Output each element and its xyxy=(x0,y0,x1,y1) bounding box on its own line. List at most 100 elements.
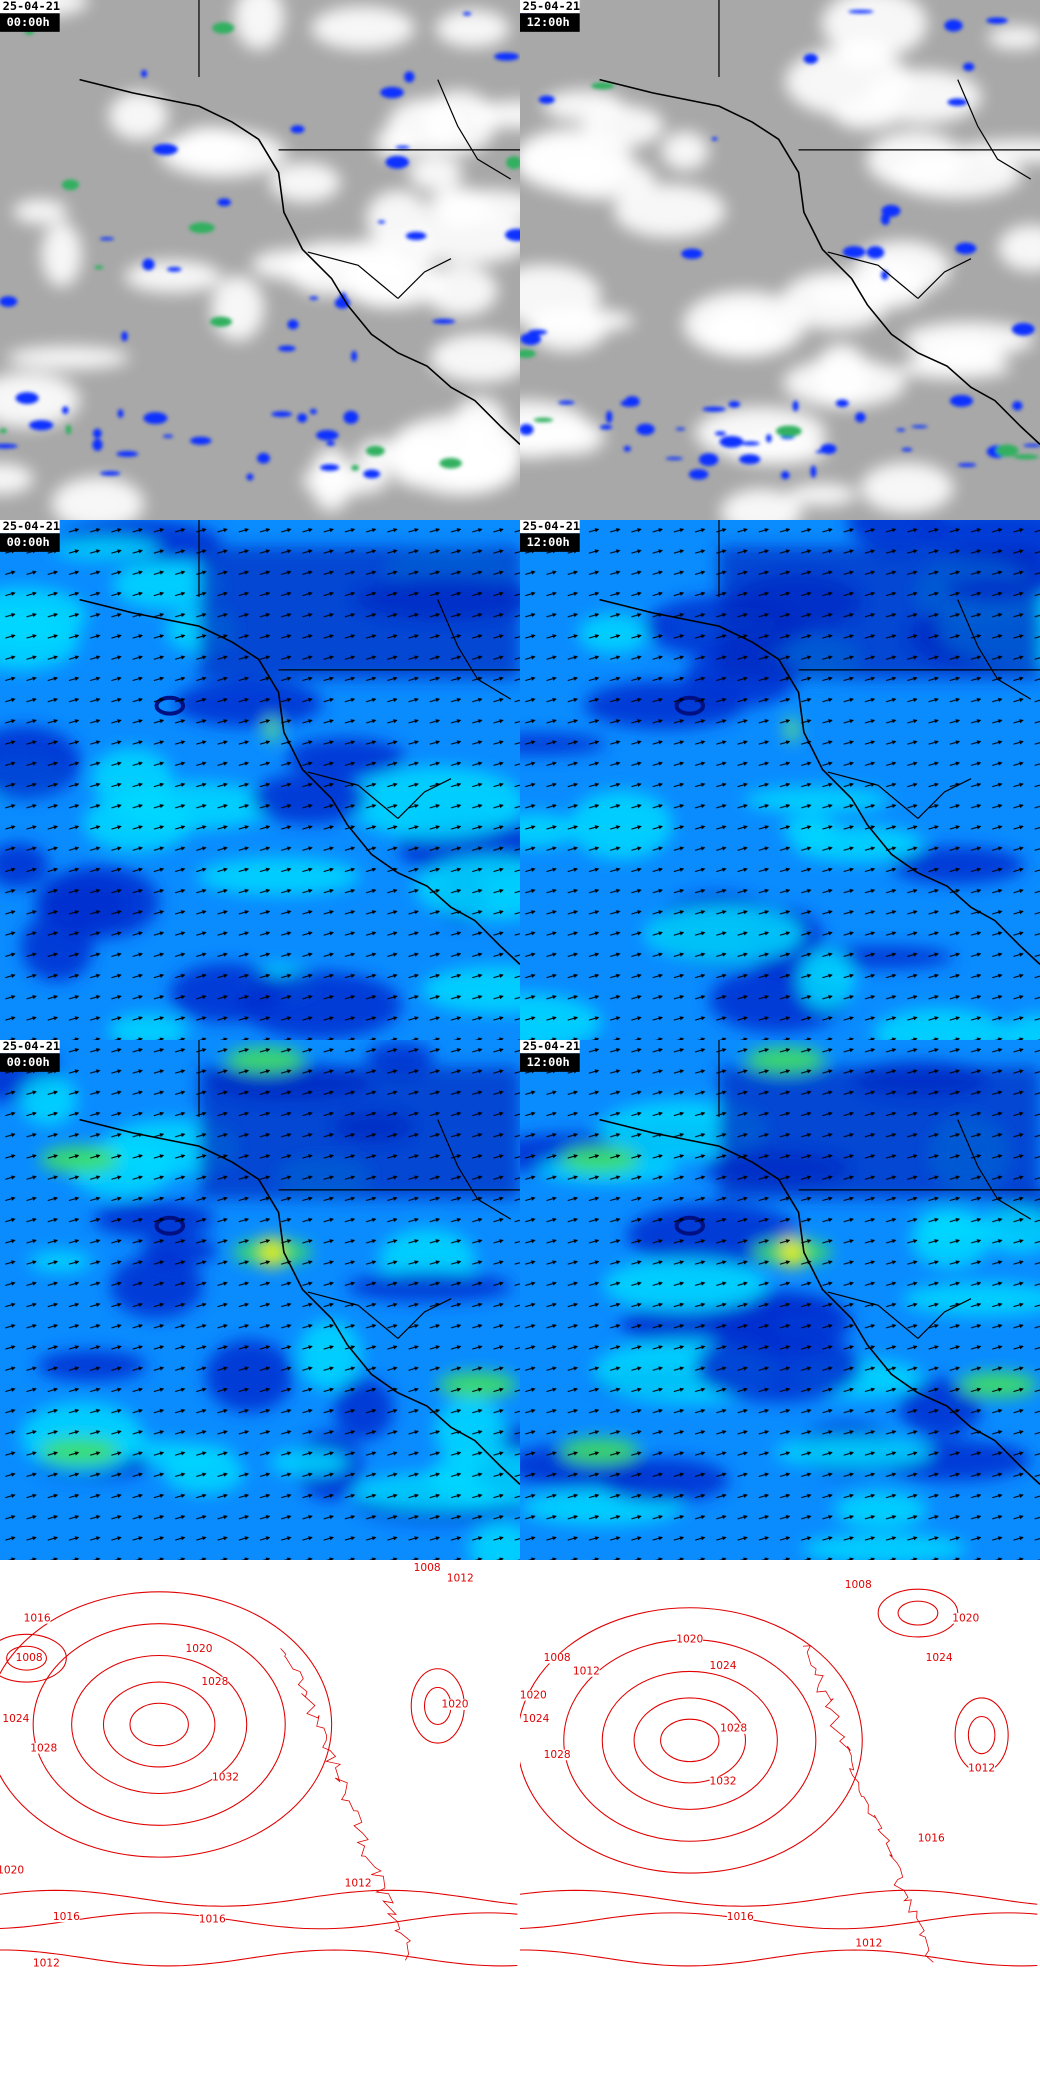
clouds xyxy=(520,0,1040,521)
map-panel: 25-04-21 12:00h xyxy=(520,0,1040,521)
isobar-label-bg xyxy=(15,1652,43,1664)
cloud xyxy=(897,357,1012,379)
panel-content: 1008 1020 1020 1008 1024 1012 1024 1020 1028 1024… xyxy=(520,1560,1040,2080)
cloud xyxy=(814,343,869,408)
cloud xyxy=(311,6,415,50)
border xyxy=(957,79,1032,180)
isobar xyxy=(601,1670,778,1810)
time-box xyxy=(520,13,580,32)
wind-arrows xyxy=(520,520,1040,1040)
coastline xyxy=(599,1118,1040,1485)
border xyxy=(397,258,452,299)
isobar-label: 1008 xyxy=(845,1578,872,1591)
coastline xyxy=(79,598,521,965)
precip-cell xyxy=(1012,401,1023,411)
clouds xyxy=(0,0,521,521)
border xyxy=(437,79,512,180)
panel-content xyxy=(0,1040,521,1561)
cloud xyxy=(211,275,264,341)
time-box xyxy=(0,13,60,32)
isobar-label-bg xyxy=(855,1938,883,1949)
precip-cell xyxy=(188,222,215,234)
precip-cell xyxy=(1013,454,1039,460)
precip-cell xyxy=(432,319,456,324)
precip-cell xyxy=(278,345,296,352)
precip-cell xyxy=(520,349,536,359)
precip-cell xyxy=(881,270,889,281)
timestamp: 25-04-21 00:00h xyxy=(0,1040,60,1072)
precip-cell xyxy=(351,464,359,471)
precip-cell xyxy=(343,410,359,424)
precip-cell xyxy=(99,237,115,241)
map-panel: 25-04-21 00:00h xyxy=(0,0,521,521)
precip-cell xyxy=(385,155,409,169)
precip-cell xyxy=(949,394,973,407)
isobar-label: 1012 xyxy=(447,1572,474,1585)
precip-cell xyxy=(506,156,521,170)
precip-cell xyxy=(404,71,415,83)
cloud xyxy=(427,186,490,228)
coastline xyxy=(599,78,1040,445)
precip-cell xyxy=(0,443,18,449)
precip-cell xyxy=(405,231,427,241)
cloud xyxy=(720,488,802,521)
isobar-label: 1016 xyxy=(199,1912,226,1925)
cloud xyxy=(0,372,80,428)
isobar-label-bg xyxy=(201,1676,229,1688)
precip-cell xyxy=(1023,443,1040,447)
cloud xyxy=(234,0,285,50)
map-panel: 1012 1008 1016 1020 1008 1028 1024 1020 1028 1032… xyxy=(0,1560,521,2080)
precip-cell xyxy=(297,413,308,423)
date-box xyxy=(520,1040,580,1054)
isobar-label-bg xyxy=(726,1911,754,1923)
border xyxy=(917,778,972,819)
isobar xyxy=(102,1681,216,1768)
isobar-label: 1024 xyxy=(709,1659,736,1672)
time-label: 12:00h xyxy=(527,15,570,29)
cloud xyxy=(0,463,34,495)
precip-cell xyxy=(100,471,121,476)
isobar-label: 1008 xyxy=(16,1651,43,1664)
cloud xyxy=(807,283,888,307)
precip-cell xyxy=(363,469,381,479)
map-panel: 25-04-21 00:00h xyxy=(0,1040,521,1561)
isobar-label-bg xyxy=(845,1579,872,1591)
isobar xyxy=(0,1912,518,1930)
isobar xyxy=(32,1623,286,1826)
cloud xyxy=(695,406,826,459)
time-label: 12:00h xyxy=(527,1055,570,1069)
border xyxy=(827,771,919,819)
isobar-label: 1012 xyxy=(573,1664,600,1677)
isobar-label: 1028 xyxy=(544,1748,571,1761)
isobar-label: 1020 xyxy=(441,1698,468,1711)
precip-cell xyxy=(65,424,72,435)
isobar-label: 1032 xyxy=(709,1775,736,1788)
precip-cell xyxy=(94,265,104,270)
precip-cell xyxy=(92,428,102,439)
precip-cell xyxy=(880,213,890,226)
precip-cell xyxy=(810,465,817,478)
precip-cell xyxy=(351,350,357,362)
precip-cell xyxy=(728,400,741,408)
precip-cell xyxy=(309,408,317,415)
cloud xyxy=(124,260,222,293)
timestamp: 25-04-21 00:00h xyxy=(0,520,60,552)
cloud xyxy=(108,91,169,140)
wind-arrows xyxy=(0,1040,521,1560)
border xyxy=(957,1119,1032,1220)
precip-cell xyxy=(209,316,233,327)
time-box xyxy=(0,1053,60,1072)
precipitation xyxy=(0,11,521,481)
precip-cell xyxy=(439,457,462,469)
isobar-label-bg xyxy=(676,1634,704,1645)
cloud xyxy=(6,346,130,370)
precip-cell xyxy=(820,443,837,455)
cloud xyxy=(13,199,68,225)
isobar-label-bg xyxy=(709,1776,737,1787)
panel-content xyxy=(520,0,1040,521)
cloud xyxy=(860,462,954,514)
precip-cell xyxy=(0,428,7,434)
precip-cell xyxy=(855,412,866,423)
isobar-label-bg xyxy=(447,1573,474,1584)
